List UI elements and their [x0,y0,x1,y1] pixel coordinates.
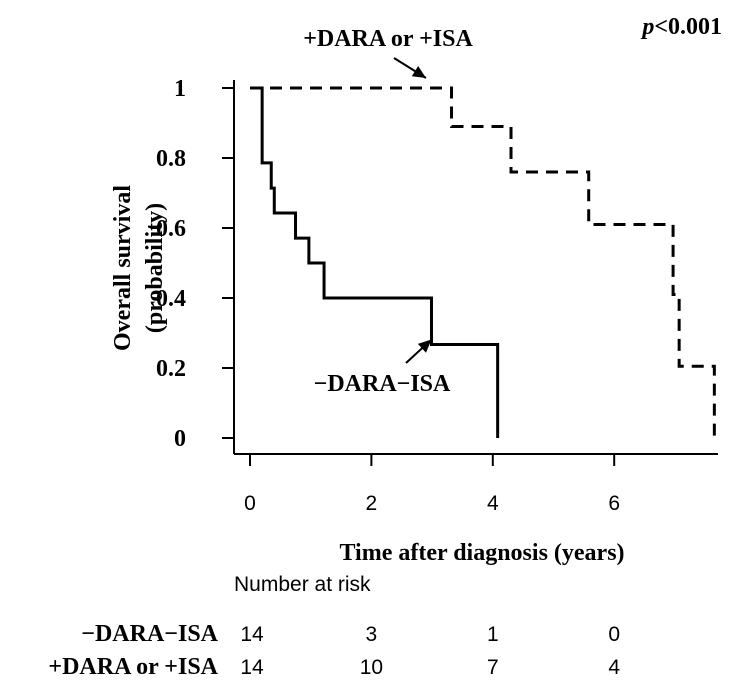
arrow-no-dara-isa-head [417,339,432,353]
y-tick-label: 0.4 [156,286,186,312]
y-tick-label: 0.6 [156,216,186,242]
risk-count: 0 [608,623,620,646]
axes: 0 0.2 0.4 0.6 0.8 1 0 2 4 6 [156,76,718,515]
survival-curves [250,86,716,438]
x-tick-label: 0 [244,492,256,515]
annotation-no-dara-isa-label: −DARA−ISA [314,371,451,397]
risk-count: 4 [608,656,620,679]
y-axis-title-line2: (probability) [142,203,168,333]
risk-count: 10 [360,656,383,679]
risk-row-label-dara-isa: +DARA or +ISA [48,654,218,680]
x-tick-label: 4 [487,492,499,515]
risk-count: 1 [487,623,499,646]
y-tick-label: 1 [174,76,186,102]
curve-no-dara-isa [250,86,500,438]
risk-table: 14 3 1 014 10 7 4 [240,623,620,679]
risk-count: 3 [366,623,378,646]
annotation-dara-isa-label: +DARA or +ISA [303,26,473,52]
x-axis-title: Time after diagnosis (years) [339,540,624,566]
y-axis-title-line1: Overall survival [110,185,136,351]
risk-table-title: Number at risk [234,573,371,596]
curve-dara-or-isa [250,86,716,438]
y-tick-label: 0.2 [156,356,186,382]
chart-labels: p<0.001 Time after diagnosis (years) Ove… [48,14,722,680]
risk-count: 14 [240,656,264,679]
arrow-dara-or-isa-head [411,66,426,78]
p-value: p<0.001 [640,14,722,40]
y-tick-label: 0.8 [156,146,186,172]
y-tick-label: 0 [174,426,186,452]
x-tick-label: 2 [366,492,378,515]
risk-row-label-no-dara-isa: −DARA−ISA [81,621,218,647]
x-tick-label: 6 [608,492,620,515]
risk-count: 7 [487,656,499,679]
risk-count: 14 [240,623,264,646]
